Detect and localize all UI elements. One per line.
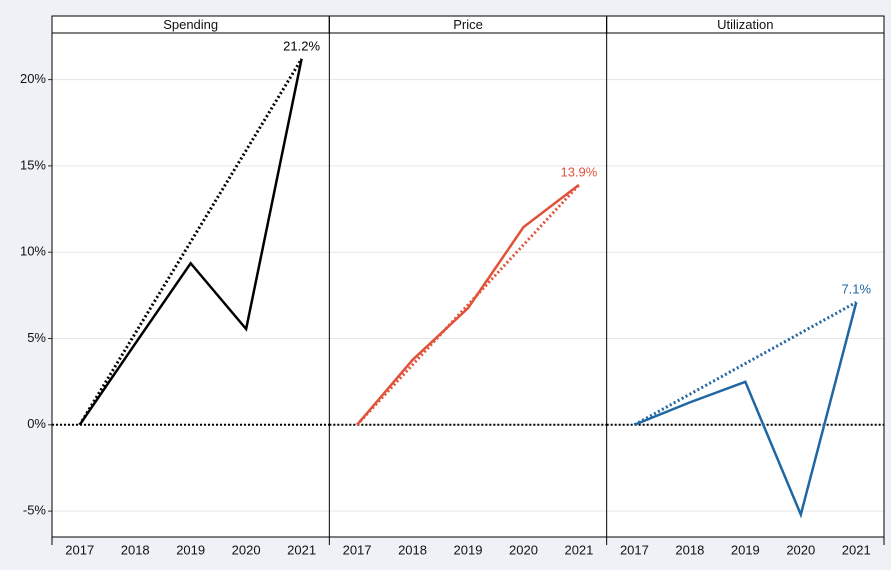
trend-line [633, 300, 857, 427]
x-tick-label: 2018 [121, 542, 150, 557]
series-line [78, 58, 303, 426]
value-label: 13.9% [560, 164, 597, 179]
y-tick-label: 0% [27, 416, 46, 431]
panel-title: Spending [163, 17, 218, 32]
x-tick-label: 2017 [343, 542, 372, 557]
x-tick-label: 2019 [731, 542, 760, 557]
x-tick-label: 2019 [454, 542, 483, 557]
x-tick-label: 2020 [509, 542, 538, 557]
y-tick-label: 15% [20, 157, 46, 172]
x-tick-label: 2020 [786, 542, 815, 557]
x-tick-label: 2021 [564, 542, 593, 557]
x-tick-label: 2017 [65, 542, 94, 557]
y-tick-label: 5% [27, 330, 46, 345]
x-tick-label: 2018 [398, 542, 427, 557]
x-tick-label: 2019 [176, 542, 205, 557]
x-tick-label: 2018 [675, 542, 704, 557]
x-tick-label: 2020 [232, 542, 261, 557]
x-tick-label: 2021 [842, 542, 871, 557]
trend-line [355, 183, 581, 426]
value-label: 7.1% [841, 282, 871, 297]
y-tick-label: 20% [20, 71, 46, 86]
series-line [633, 301, 858, 519]
y-tick-label: 10% [20, 244, 46, 259]
y-tick-label: -5% [23, 503, 47, 518]
series-line [356, 183, 580, 426]
value-label: 21.2% [283, 38, 320, 53]
x-tick-label: 2021 [287, 542, 316, 557]
panel-title: Price [453, 17, 483, 32]
plot-background [52, 16, 884, 537]
trend-line [78, 58, 303, 426]
panel-title: Utilization [717, 17, 773, 32]
x-tick-label: 2017 [620, 542, 649, 557]
